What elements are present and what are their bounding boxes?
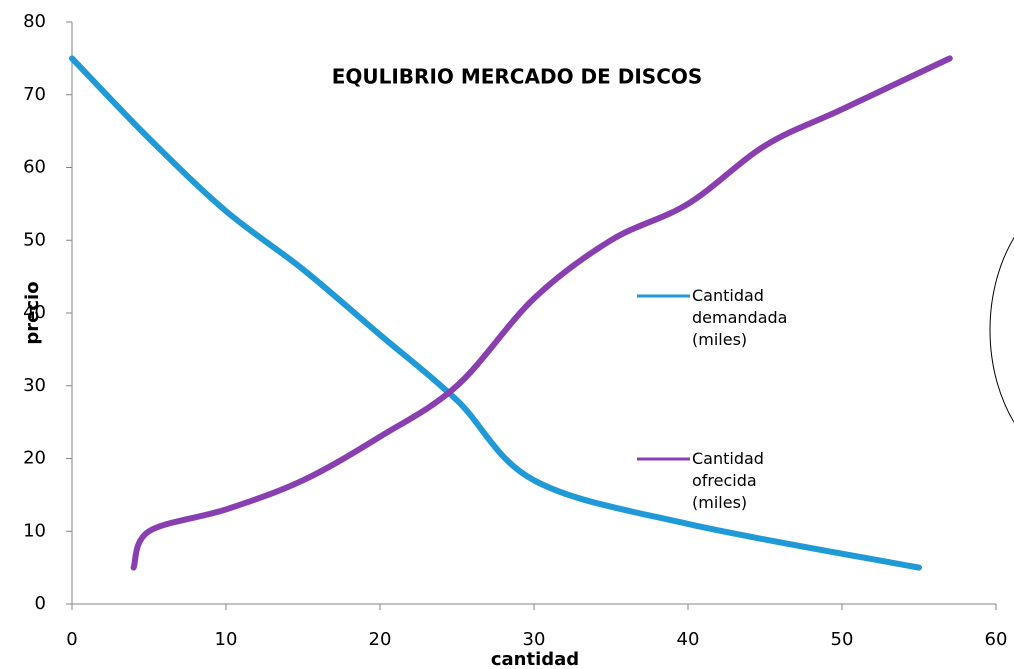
- y-tick-label: 80: [23, 11, 46, 32]
- y-axis-label: precio: [22, 281, 43, 344]
- y-tick-label: 30: [23, 375, 46, 396]
- legend-label: Cantidad ofrecida (miles): [692, 449, 764, 512]
- legend-entry: Cantidad ofrecida (miles): [692, 448, 768, 514]
- x-tick-label: 40: [677, 629, 700, 650]
- y-tick-label: 50: [23, 229, 46, 250]
- x-tick-label: 20: [369, 629, 392, 650]
- y-tick-label: 70: [23, 84, 46, 105]
- legend-label: Cantidad demandada (miles): [692, 286, 788, 349]
- legend-entry: Cantidad demandada (miles): [692, 285, 787, 351]
- x-tick-label: 60: [985, 629, 1008, 650]
- decor-ellipse: [989, 236, 1014, 424]
- x-axis-label: cantidad: [491, 649, 579, 669]
- y-tick-label: 10: [23, 520, 46, 541]
- series-line: [130, 55, 953, 571]
- series-line: [69, 55, 922, 571]
- x-tick-label: 10: [215, 629, 238, 650]
- y-tick-label: 0: [35, 593, 46, 614]
- chart-title: EQULIBRIO MERCADO DE DISCOS: [332, 65, 703, 89]
- x-tick-label: 0: [66, 629, 77, 650]
- x-tick-label: 50: [831, 629, 854, 650]
- y-tick-label: 60: [23, 157, 46, 178]
- y-tick-label: 20: [23, 448, 46, 469]
- x-tick-label: 30: [523, 629, 546, 650]
- y-tick-label: 40: [23, 302, 46, 323]
